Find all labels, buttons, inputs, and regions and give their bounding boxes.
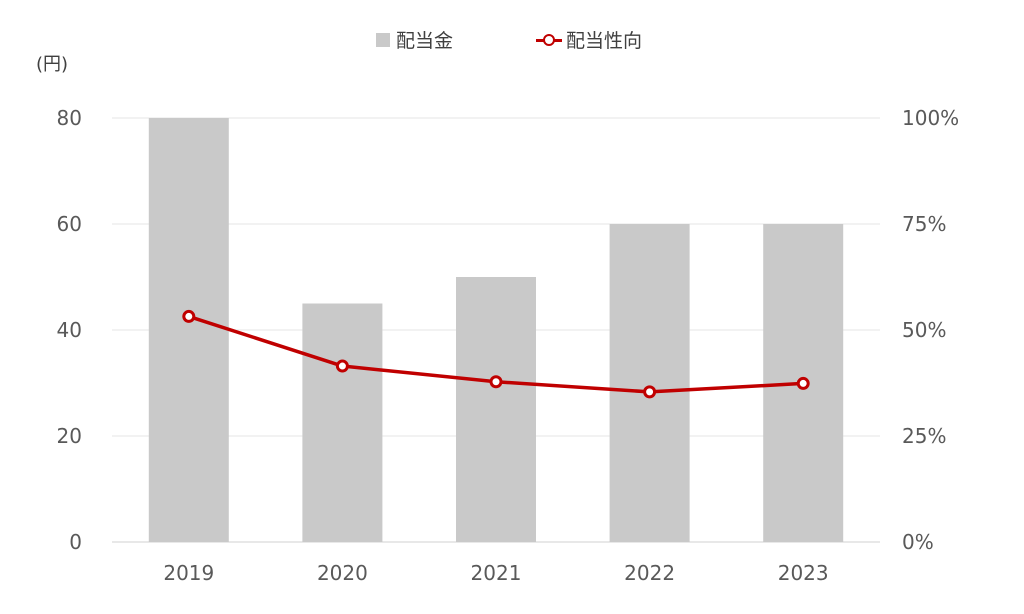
point-2022 [643, 385, 657, 399]
bar-2019 [148, 118, 229, 542]
x-tick-label: 2021 [471, 561, 522, 585]
right-tick-label: 50% [902, 318, 946, 342]
point-2023 [796, 376, 810, 390]
left-tick-label: 0 [69, 530, 82, 554]
x-tick-label: 2022 [624, 561, 675, 585]
right-tick-label: 0% [902, 530, 934, 554]
bar-2021 [456, 277, 536, 542]
right-tick-label: 25% [902, 424, 946, 448]
right-axis-ticks: 0% 25% 50% 75% 100% [902, 106, 959, 554]
left-tick-label: 40 [57, 318, 82, 342]
left-tick-label: 60 [57, 212, 82, 236]
legend-label-payout-ratio: 配当性向 [566, 30, 643, 52]
legend-label-dividend: 配当金 [396, 30, 454, 52]
legend-bar-swatch [376, 32, 390, 47]
legend-line-swatch [536, 33, 562, 47]
legend: 配当金 配当性向 [0, 26, 1024, 54]
point-2019 [182, 309, 196, 323]
x-tick-label: 2019 [163, 561, 214, 585]
point-2021 [489, 375, 503, 389]
legend-entry-payout-ratio: 配当性向 [536, 26, 642, 53]
left-tick-label: 20 [57, 424, 82, 448]
x-tick-label: 2020 [317, 561, 368, 585]
bar-2022 [609, 224, 690, 542]
bar-2020 [302, 303, 383, 542]
legend-entry-dividend: 配当金 [376, 26, 453, 53]
bar-series [148, 118, 844, 542]
left-tick-label: 80 [57, 106, 82, 130]
x-axis-ticks: 2019 2020 2021 2022 2023 [163, 561, 828, 585]
x-tick-label: 2023 [778, 561, 829, 585]
left-axis-unit: (円) [36, 54, 69, 75]
point-2020 [335, 359, 349, 373]
right-tick-label: 75% [902, 212, 946, 236]
line-series [182, 309, 810, 399]
right-tick-label: 100% [902, 106, 959, 130]
left-axis-ticks: 0 20 40 60 80 [57, 106, 82, 554]
